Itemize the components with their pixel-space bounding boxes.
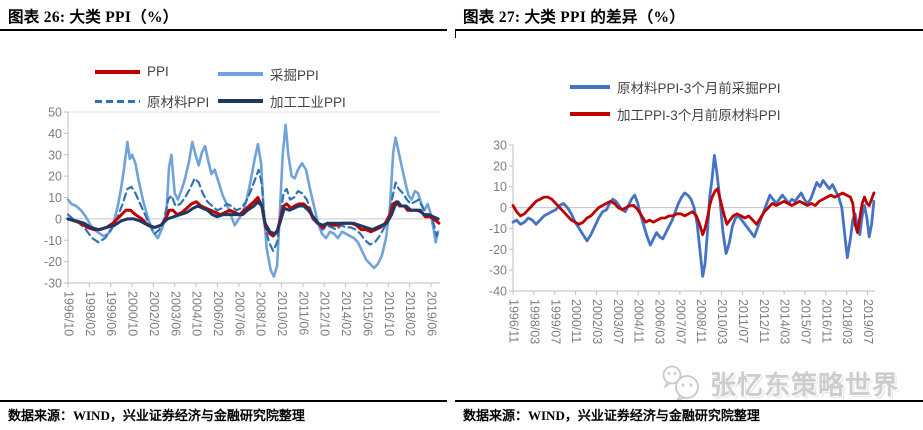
x-axis-label: 2000/11 <box>569 299 583 343</box>
x-axis-label: 2016/10 <box>382 291 396 336</box>
title-rule-right <box>455 29 923 31</box>
legend-label-processing-minus-raw: 加工PPI-3个月前原材料PPI <box>617 108 781 123</box>
source-rule-left <box>0 400 447 402</box>
legend-swatch-processing-ppi <box>218 99 263 103</box>
y-axis-label: -20 <box>44 255 62 269</box>
y-axis-label: -30 <box>44 277 62 291</box>
x-axis-label: 1998/02 <box>83 291 97 336</box>
x-axis-label: 2012/10 <box>318 291 332 336</box>
x-axis-label: 2010/02 <box>275 291 289 336</box>
x-axis-label: 2014/02 <box>339 291 353 336</box>
x-axis-label: 2004/11 <box>632 299 646 343</box>
x-axis-label: 2006/03 <box>653 299 667 344</box>
right-chart-source: 数据来源：WIND，兴业证券经济与金融研究院整理 <box>463 408 760 423</box>
y-axis-label: 50 <box>48 106 62 120</box>
x-axis-label: 2018/02 <box>403 291 417 336</box>
x-axis-label: 1996/11 <box>507 299 521 343</box>
x-axis-label: 2011/07 <box>736 299 750 343</box>
y-axis-label: -40 <box>489 285 507 299</box>
y-axis-label: 20 <box>48 170 62 184</box>
y-axis-label: -30 <box>489 264 507 278</box>
series-line-采掘PPI <box>66 123 440 278</box>
legend-swatch-raw-ppi <box>95 99 140 103</box>
left-chart-source: 数据来源：WIND，兴业证券经济与金融研究院整理 <box>8 408 305 423</box>
y-axis-label: -10 <box>489 222 507 236</box>
legend-item-processing-ppi: 加工工业PPI <box>218 91 346 111</box>
x-axis-label: 1999/07 <box>548 299 562 344</box>
legend-swatch-mining-ppi <box>218 72 263 76</box>
rule-end-tick <box>455 31 456 38</box>
x-axis-label: 2016/11 <box>819 299 833 343</box>
x-axis-label: 1998/03 <box>527 299 541 344</box>
x-axis-label: 2008/11 <box>694 299 708 343</box>
series-line-原材料PPI <box>66 168 440 252</box>
y-axis-label: 30 <box>493 139 507 153</box>
x-axis-label: 2000/10 <box>126 291 140 336</box>
y-axis-label: 40 <box>48 127 62 141</box>
legend-item-raw-ppi: 原材料PPI <box>95 91 209 111</box>
legend-label-mining-ppi: 采掘PPI <box>270 68 319 83</box>
series-line-原材料PPI-3个月前采掘PPI <box>511 154 876 278</box>
x-axis-label: 2003/06 <box>168 291 182 336</box>
legend-label-raw-minus-mining: 原材料PPI-3个月前采掘PPI <box>617 81 781 96</box>
y-axis-label: -20 <box>489 243 507 257</box>
legend-swatch-ppi <box>95 69 140 74</box>
x-axis-label: 2012/11 <box>757 299 771 343</box>
title-rule-left <box>0 29 447 31</box>
left-chart-title: 图表 26: 大类 PPI（%） <box>8 9 179 26</box>
legend-item-mining-ppi: 采掘PPI <box>218 64 319 84</box>
y-axis-label: -10 <box>44 234 62 248</box>
legend-swatch-raw-minus-mining <box>570 85 610 89</box>
x-axis-label: 2007/07 <box>673 299 687 344</box>
legend-swatch-processing-minus-raw <box>570 112 610 116</box>
legend-item-processing-minus-raw: 加工PPI-3个月前原材料PPI <box>570 104 781 124</box>
legend-item-raw-minus-mining: 原材料PPI-3个月前采掘PPI <box>570 77 781 97</box>
x-axis-label: 1996/10 <box>62 291 76 336</box>
x-axis-label: 2010/03 <box>715 299 729 344</box>
y-axis-label: 20 <box>493 159 507 173</box>
series-line-加工工业PPI <box>66 200 440 236</box>
x-axis-label: 1999/06 <box>104 291 118 336</box>
legend-label-processing-ppi: 加工工业PPI <box>270 95 346 110</box>
x-axis-label: 2007/06 <box>232 291 246 336</box>
source-rule-right <box>455 400 923 402</box>
x-axis-label: 2019/07 <box>861 299 875 344</box>
y-axis-label: 0 <box>500 201 507 215</box>
x-axis-label: 2015/06 <box>360 291 374 336</box>
right-chart-title: 图表 27: 大类 PPI 的差异（%） <box>463 9 686 26</box>
legend-label-ppi: PPI <box>147 64 169 79</box>
y-axis-label: 10 <box>48 191 62 205</box>
x-axis-label: 2019/06 <box>425 291 439 336</box>
x-axis-label: 2018/03 <box>840 299 854 344</box>
x-axis-label: 2008/10 <box>254 291 268 336</box>
legend-label-raw-ppi: 原材料PPI <box>147 95 210 110</box>
series-line-加工PPI-3个月前原材料PPI <box>511 187 876 237</box>
x-axis-label: 2002/02 <box>147 291 161 336</box>
x-axis-label: 2004/10 <box>190 291 204 336</box>
legend-item-ppi: PPI <box>95 64 169 79</box>
x-axis-label: 2006/02 <box>211 291 225 336</box>
x-axis-label: 2014/03 <box>778 299 792 344</box>
x-axis-label: 2003/07 <box>611 299 625 344</box>
y-axis-label: 30 <box>48 148 62 162</box>
y-axis-label: 10 <box>493 180 507 194</box>
x-axis-label: 2015/07 <box>798 299 812 344</box>
y-axis-label: 0 <box>55 212 62 226</box>
watermark-text: 张忆东策略世界 <box>710 369 900 400</box>
x-axis-label: 2011/06 <box>296 291 310 335</box>
x-axis-label: 2002/03 <box>590 299 604 344</box>
